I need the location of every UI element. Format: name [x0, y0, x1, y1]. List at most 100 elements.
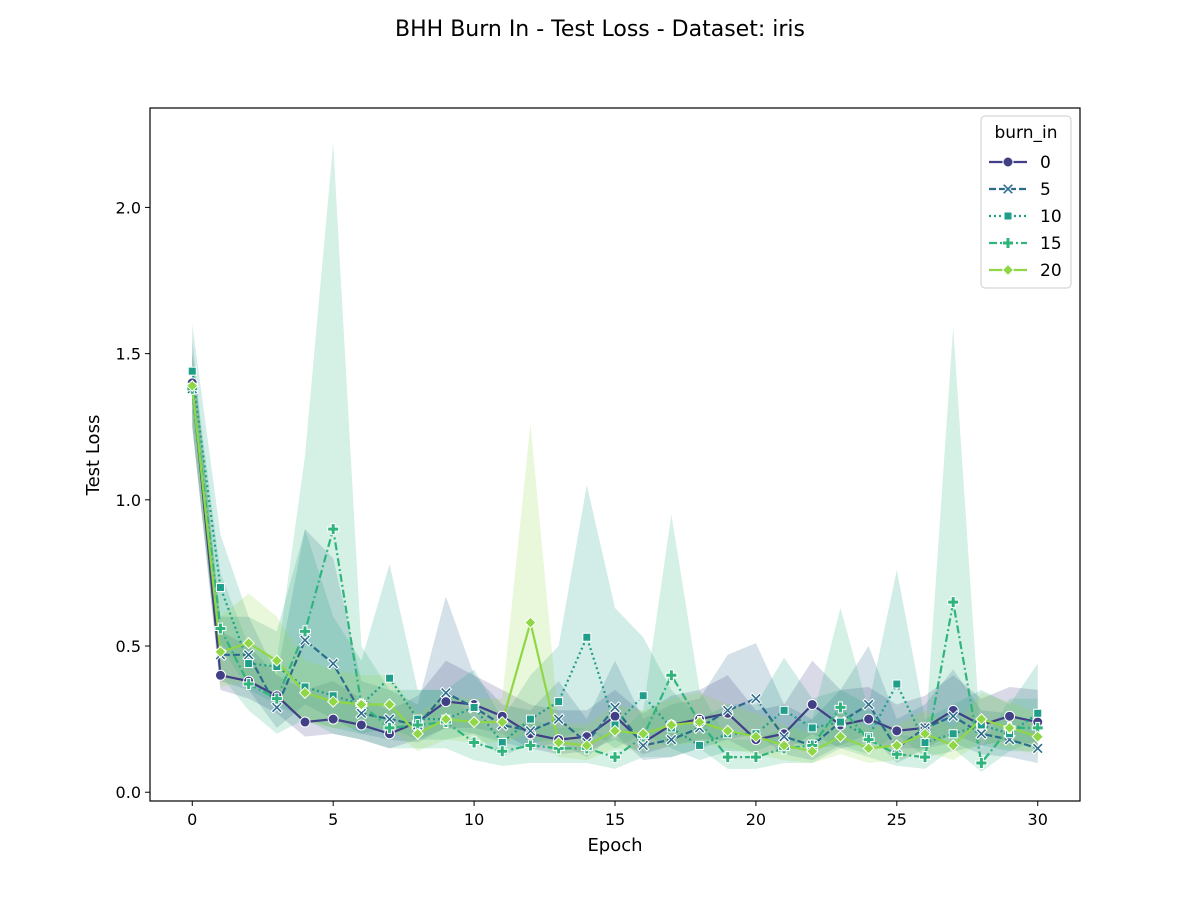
x-tick-label: 25 [887, 810, 907, 829]
y-tick-label: 2.0 [116, 198, 141, 217]
legend-item-10: 10 [989, 207, 1062, 227]
legend-marker-0 [1002, 156, 1014, 168]
chart-title: BHH Burn In - Test Loss - Dataset: iris [395, 17, 805, 42]
data-point-10-epoch-23 [835, 717, 845, 727]
data-point-15-epoch-20 [749, 751, 762, 764]
x-tick-label: 0 [187, 810, 197, 829]
x-axis-title: Epoch [587, 835, 642, 856]
data-point-0-epoch-22 [806, 699, 818, 711]
legend-item-5: 5 [989, 180, 1051, 200]
legend: burn_in 0 5 10 15 20 [980, 115, 1072, 289]
data-point-10-epoch-30 [1033, 708, 1043, 718]
data-point-10-epoch-27 [948, 729, 958, 739]
ci-band-10 [192, 324, 1038, 761]
legend-item-0: 0 [989, 153, 1051, 173]
data-point-15-epoch-19 [721, 751, 734, 764]
data-point-20-epoch-5 [326, 695, 340, 708]
data-point-5-epoch-27 [946, 709, 960, 723]
x-tick-label: 5 [328, 810, 338, 829]
data-point-0-epoch-4 [299, 716, 311, 728]
data-point-20-epoch-16 [636, 727, 650, 740]
legend-marker-20 [1001, 263, 1015, 277]
legend-item-20: 20 [989, 261, 1062, 281]
data-point-20-epoch-15 [608, 724, 622, 738]
data-point-20-epoch-4 [298, 686, 312, 700]
data-point-15-epoch-1 [214, 622, 227, 635]
data-point-20-epoch-17 [665, 718, 678, 732]
data-point-5-epoch-15 [608, 701, 622, 714]
data-point-5-epoch-30 [1031, 742, 1044, 755]
data-point-20-epoch-13 [552, 736, 565, 749]
data-point-20-epoch-1 [214, 645, 227, 659]
data-point-10-epoch-22 [807, 723, 817, 733]
data-point-15-epoch-4 [299, 625, 311, 638]
y-tick-label: 0.0 [116, 783, 141, 802]
legend-label-5: 5 [1040, 180, 1051, 200]
data-point-20-epoch-27 [946, 739, 960, 752]
data-point-20-epoch-2 [242, 636, 255, 650]
data-point-15-epoch-26 [919, 751, 931, 764]
y-tick-label: 1.5 [116, 345, 141, 364]
legend-marker-15 [1002, 237, 1014, 249]
data-point-10-epoch-21 [779, 705, 789, 715]
data-point-15-epoch-15 [609, 751, 621, 764]
data-point-20-epoch-0 [186, 379, 199, 392]
data-point-0-epoch-24 [863, 713, 875, 725]
data-point-5-epoch-13 [552, 712, 565, 726]
legend-label-0: 0 [1040, 153, 1051, 173]
data-point-5-epoch-20 [749, 692, 763, 705]
data-point-0-epoch-29 [1004, 710, 1016, 722]
data-point-5-epoch-9 [439, 686, 453, 700]
data-point-5-epoch-2 [242, 648, 255, 662]
data-point-15-epoch-12 [524, 739, 537, 752]
data-point-5-epoch-4 [298, 633, 312, 647]
data-point-15-epoch-11 [496, 745, 509, 758]
data-point-10-epoch-16 [638, 691, 648, 701]
data-point-20-epoch-24 [862, 742, 875, 755]
series-markers [186, 366, 1044, 769]
data-point-20-epoch-23 [834, 730, 847, 743]
data-point-15-epoch-25 [890, 748, 903, 761]
data-point-20-epoch-22 [806, 745, 819, 758]
y-tick-label: 0.5 [116, 637, 141, 656]
data-point-10-epoch-7 [385, 673, 395, 683]
data-point-10-epoch-0 [187, 366, 197, 376]
legend-marker-5 [1001, 182, 1015, 196]
legend-label-10: 10 [1040, 207, 1062, 227]
data-point-10-epoch-25 [892, 679, 902, 689]
data-point-20-epoch-12 [524, 616, 537, 629]
ci-band-5 [192, 353, 1038, 763]
data-point-20-epoch-29 [1003, 721, 1016, 735]
data-point-20-epoch-14 [580, 739, 594, 752]
data-point-10-epoch-1 [215, 583, 225, 593]
data-point-20-epoch-6 [355, 698, 368, 711]
data-point-20-epoch-3 [270, 654, 284, 667]
data-point-20-epoch-19 [721, 724, 734, 738]
legend-items: 0 5 10 15 20 [989, 153, 1062, 281]
y-tick-label: 1.0 [116, 491, 141, 510]
data-point-15-epoch-27 [947, 596, 960, 609]
x-tick-label: 20 [746, 810, 766, 829]
data-point-10-epoch-12 [525, 714, 535, 724]
data-point-5-epoch-3 [270, 701, 284, 714]
data-point-10-epoch-14 [582, 632, 592, 642]
data-point-15-epoch-5 [327, 523, 340, 536]
data-point-15-epoch-17 [665, 669, 678, 682]
data-point-20-epoch-21 [777, 739, 791, 752]
data-point-20-epoch-9 [439, 712, 453, 726]
data-point-20-epoch-30 [1031, 730, 1044, 743]
data-point-15-epoch-23 [834, 701, 847, 714]
data-point-20-epoch-8 [411, 727, 424, 740]
data-point-5-epoch-17 [665, 733, 678, 746]
data-point-20-epoch-10 [467, 715, 481, 729]
x-tick-label: 15 [605, 810, 625, 829]
data-point-5-epoch-19 [721, 704, 734, 717]
data-point-10-epoch-18 [695, 740, 705, 750]
data-point-0-epoch-6 [355, 719, 367, 731]
data-point-20-epoch-26 [918, 727, 932, 740]
data-point-20-epoch-20 [749, 730, 763, 743]
data-point-0-epoch-9 [440, 696, 452, 708]
data-point-10-epoch-10 [469, 702, 479, 712]
data-point-5-epoch-21 [777, 730, 791, 743]
